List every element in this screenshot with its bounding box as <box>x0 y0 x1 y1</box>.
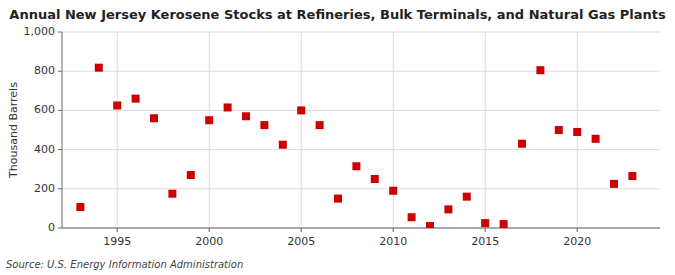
point <box>389 187 397 195</box>
point <box>224 103 232 111</box>
x-grid-line <box>209 32 210 228</box>
background <box>0 0 675 275</box>
point <box>628 172 636 180</box>
y-tick <box>58 188 62 189</box>
x-tick-label: 2005 <box>287 235 315 248</box>
x-tick-label: 2015 <box>471 235 499 248</box>
point <box>205 116 213 124</box>
y-tick-label: 1,000 <box>24 25 56 38</box>
y-grid-line <box>62 32 660 33</box>
point <box>573 128 581 136</box>
point <box>316 121 324 129</box>
y-grid-line <box>62 149 660 150</box>
points <box>76 64 636 228</box>
y-tick <box>58 32 62 33</box>
point <box>242 112 250 120</box>
x-grid-line <box>117 32 118 228</box>
x-grid-line <box>485 32 486 228</box>
x-tick-label: 1995 <box>103 235 131 248</box>
point <box>500 220 508 228</box>
point <box>518 140 526 148</box>
point <box>555 126 563 134</box>
x-tick-label: 2000 <box>195 235 223 248</box>
y-grid-line <box>62 71 660 72</box>
point <box>334 195 342 203</box>
point <box>279 141 287 149</box>
y-tick <box>58 228 62 229</box>
point <box>260 121 268 129</box>
y-tick <box>58 71 62 72</box>
point <box>297 106 305 114</box>
x-tick <box>393 228 394 232</box>
x-tick-label: 2010 <box>379 235 407 248</box>
y-axis-line <box>62 32 63 228</box>
y-grid-line <box>62 110 660 111</box>
x-tick <box>577 228 578 232</box>
point <box>610 180 618 188</box>
chart: 0 200 400 600 800 1,000 1995 2000 2005 2010 2015 20… <box>0 0 675 275</box>
point <box>95 64 103 72</box>
y-tick-label: 800 <box>34 64 55 77</box>
point <box>371 175 379 183</box>
y-grid-line <box>62 188 660 189</box>
point <box>76 203 84 211</box>
title: Annual New Jersey Kerosene Stocks at Ref… <box>9 7 666 22</box>
x-tick <box>209 228 210 232</box>
point <box>168 190 176 198</box>
point <box>352 162 360 170</box>
y-tick-label: 0 <box>48 221 55 234</box>
x-axis-line <box>62 228 660 229</box>
point <box>150 114 158 122</box>
y-tick-label: 600 <box>34 103 55 116</box>
x-grid-line <box>393 32 394 228</box>
point <box>536 66 544 74</box>
y-tick <box>58 149 62 150</box>
point <box>481 219 489 227</box>
source-note: Source: U.S. Energy Information Administ… <box>6 259 243 270</box>
point <box>113 102 121 110</box>
y-axis-label: Thousand Barrels <box>7 82 20 179</box>
x-tick <box>301 228 302 232</box>
point <box>463 193 471 201</box>
x-tick <box>485 228 486 232</box>
point <box>408 213 416 221</box>
x-tick <box>117 228 118 232</box>
point <box>592 135 600 143</box>
point <box>187 171 195 179</box>
x-tick-label: 2020 <box>563 235 591 248</box>
y-tick <box>58 110 62 111</box>
point <box>444 205 452 213</box>
y-tick-label: 400 <box>34 143 55 156</box>
y-tick-label: 200 <box>34 182 55 195</box>
y-grid-line <box>62 228 660 229</box>
point <box>132 95 140 103</box>
point <box>426 222 434 228</box>
x-grid-line <box>301 32 302 228</box>
